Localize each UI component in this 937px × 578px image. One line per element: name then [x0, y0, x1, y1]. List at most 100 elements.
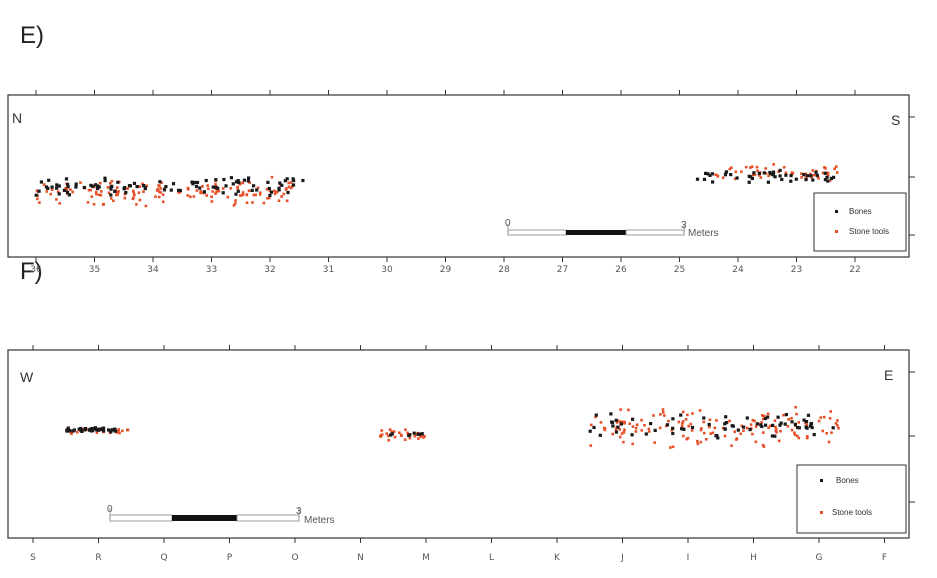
stone-tool-point	[195, 189, 199, 192]
bone-point	[412, 431, 416, 435]
x-tick-label: I	[687, 553, 690, 563]
stone-tool-point	[599, 421, 603, 424]
bone-point	[420, 432, 424, 436]
bone-point	[614, 430, 618, 434]
bone-point	[80, 428, 84, 432]
stone-tool-point	[262, 201, 266, 205]
stone-tool-point	[117, 190, 120, 193]
bone-point	[113, 429, 117, 433]
stone-tool-point	[728, 167, 732, 171]
stone-tool-point	[138, 185, 142, 188]
legend-stone-tools-marker	[835, 230, 838, 233]
stone-tool-point	[132, 191, 136, 195]
stone-tool-point	[201, 185, 204, 188]
bone-point	[790, 420, 794, 424]
stone-tool-point	[744, 165, 748, 169]
stone-tool-point	[805, 436, 809, 440]
stone-tool-point	[126, 187, 129, 190]
bone-point	[283, 179, 287, 183]
stone-tool-point	[758, 174, 761, 177]
stone-tool-point	[774, 427, 778, 431]
stone-tool-point	[753, 419, 756, 423]
stone-tool-point	[623, 422, 626, 425]
stone-tool-point	[603, 428, 607, 432]
x-tick-label: O	[291, 553, 298, 563]
panel-e-right-direction: S	[891, 112, 900, 128]
bone-point	[811, 178, 815, 182]
bone-point	[66, 426, 70, 430]
stone-tool-point	[248, 181, 251, 184]
stone-tool-point	[100, 190, 103, 193]
bone-point	[653, 428, 657, 432]
bone-point	[224, 184, 228, 188]
stone-tool-point	[793, 433, 797, 437]
bone-point	[724, 170, 728, 174]
stone-tool-point	[422, 436, 425, 439]
bone-point	[690, 425, 695, 430]
stone-tool-point	[247, 189, 251, 193]
panel-e-scale-end: 3	[681, 220, 687, 231]
stone-tool-point	[614, 428, 618, 431]
x-tick-label: L	[489, 553, 494, 563]
bone-point	[109, 193, 113, 197]
stone-tool-point	[211, 190, 214, 193]
bone-point	[132, 181, 137, 185]
stone-tool-point	[696, 439, 699, 443]
stone-tool-point	[794, 405, 797, 409]
bone-point	[190, 180, 194, 184]
bone-point	[242, 178, 246, 182]
stone-tool-point	[699, 428, 703, 432]
stone-tool-point	[762, 431, 765, 434]
stone-tool-point	[79, 181, 82, 184]
stone-tool-point	[615, 421, 619, 424]
stone-tool-point	[158, 195, 161, 199]
bone-point	[826, 179, 830, 183]
stone-tool-point	[254, 193, 257, 197]
x-tick-label: 34	[147, 265, 159, 275]
bone-point	[776, 415, 780, 419]
stone-tool-point	[145, 184, 149, 188]
bone-point	[67, 193, 71, 197]
bone-point	[679, 413, 683, 417]
stone-tool-point	[682, 434, 685, 438]
stone-tool-point	[159, 191, 162, 194]
stone-tool-point	[813, 173, 816, 177]
bone-point	[95, 187, 100, 191]
stone-tool-point	[266, 197, 269, 200]
panel-f-left-direction: W	[20, 369, 34, 385]
x-tick-label: J	[620, 553, 624, 563]
x-tick-label: 22	[849, 265, 860, 275]
stone-tool-point	[618, 435, 622, 439]
stone-tool-point	[109, 197, 113, 200]
bone-point	[649, 422, 653, 426]
bone-point	[202, 190, 206, 194]
x-tick-label: H	[750, 553, 757, 563]
bone-point	[797, 426, 801, 430]
bone-point	[94, 428, 99, 432]
stone-tool-point	[135, 203, 138, 206]
stone-tool-point	[705, 438, 708, 441]
stone-tool-point	[821, 429, 825, 433]
bone-point	[135, 185, 139, 189]
bone-point	[724, 415, 728, 419]
stone-tool-point	[95, 431, 99, 434]
stone-tool-point	[399, 433, 403, 437]
stone-tool-point	[272, 189, 276, 193]
stone-tool-point	[623, 428, 626, 432]
bone-point	[66, 428, 70, 432]
stone-tool-point	[408, 436, 412, 440]
stone-tool-point	[749, 423, 753, 426]
x-tick-label: 23	[791, 265, 802, 275]
stone-tool-point	[65, 188, 68, 191]
bone-point	[784, 413, 788, 417]
bone-point	[94, 183, 98, 187]
stone-tool-point	[740, 170, 743, 173]
panel-e-points	[34, 163, 839, 208]
stone-tool-point	[618, 420, 622, 423]
bone-point	[91, 429, 95, 433]
bone-point	[772, 170, 776, 174]
bone-point	[680, 427, 684, 431]
stone-tool-point	[662, 411, 665, 414]
stone-tool-point	[768, 424, 772, 428]
stone-tool-point	[413, 434, 417, 438]
